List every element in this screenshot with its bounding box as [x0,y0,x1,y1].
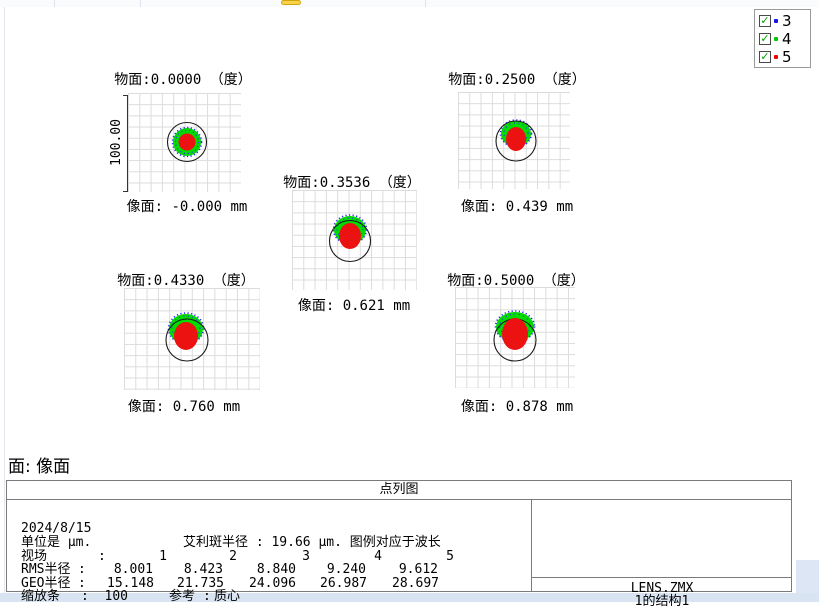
field1-spot-diagram [166,121,208,163]
field4-spot-grid [124,288,260,390]
toolbar-separator [425,0,426,7]
geo-value-1: 15.148 [107,576,154,591]
field3-image-height-label: 像面: 0.621 mm [297,298,411,314]
field-number-5: 5 [446,549,454,564]
wavelength-3-color-dot [774,19,778,23]
wavelength-4-checkbox[interactable]: ✓ [759,32,771,45]
geo-row-label: GEO半径 [21,576,71,591]
toolbar-separator [54,0,55,7]
field-number-2: 2 [229,549,237,564]
window-corner-patch [796,560,819,593]
field5-blue-rays [494,310,536,343]
field3-spot-diagram [328,214,372,263]
reference-colon: : [203,589,211,604]
field4-airy-circle [165,318,209,362]
field3-red-spot [339,223,361,249]
wavelength-4-color-dot [774,37,778,41]
field5-image-height-label: 像面: 0.878 mm [460,399,574,415]
rms-value-4: 9.240 [326,562,366,577]
footer-vertical-divider [531,500,532,592]
footer-body: 2024/8/15 单位是 μm. 艾利斑半径 : 19.66 μm. 图例对应… [7,500,791,608]
field3-airy-circle [328,219,372,263]
field1-spot-grid [128,93,241,192]
field2-spot-diagram [495,119,537,162]
wavelength-5-label: 5 [782,48,792,66]
wavelength-legend: ✓ 3 ✓ 4 ✓ 5 [754,9,811,68]
field2-airy-circle [495,120,537,162]
surface-label: 面: 像面 [8,457,71,477]
field-row-label: 视场 [21,549,48,564]
wavelength-3-label: 3 [782,12,792,30]
window-bottom-border [0,593,819,602]
field-row-colon: : [98,549,106,564]
date-label: 2024/8/15 [21,521,92,536]
field-number-3: 3 [302,549,310,564]
wavelength-3-checkbox[interactable]: ✓ [759,14,771,27]
field1-image-height-label: 像面: -0.000 mm [126,199,248,215]
scale-bar-line [127,95,128,192]
rms-row-colon: : [78,562,86,577]
field1-blue-rays-inner [174,129,200,155]
field1-red-spot [178,133,196,151]
geo-row-colon: : [78,576,86,591]
field3-spot-grid [292,190,417,290]
reference-value: 质心 [214,589,241,604]
geo-value-5: 28.697 [392,576,439,591]
rms-row-label: RMS半径 [21,562,71,577]
field-number-4: 4 [374,549,382,564]
field3-object-angle-label: 物面:0.3536 （度） [283,175,421,191]
field4-blue-rays-inner [171,315,201,341]
rms-value-2: 8.423 [183,562,223,577]
field5-red-spot [502,318,528,350]
field2-object-angle-label: 物面:0.2500 （度） [448,72,586,88]
toolbar-separator [140,0,141,7]
field5-object-angle-label: 物面:0.5000 （度） [447,273,585,289]
scale-row-label: 缩放条 [21,589,61,604]
airy-radius-label: 艾利斑半径 : 19.66 μm. 图例对应于波长 [183,535,441,550]
field4-red-spot [174,322,198,350]
scale-bar-tick-top [123,95,128,96]
footer-title: 点列图 [7,481,791,500]
field2-spot-grid [458,92,570,189]
legend-row-wavelength-3: ✓ 3 [759,12,810,30]
scale-bar-tick-bottom [123,191,128,192]
footer-table: 点列图 2024/8/15 单位是 μm. 艾利斑半径 : 19.66 μm. … [6,480,792,608]
window-left-border [4,7,5,593]
field1-airy-circle [166,121,208,163]
units-label: 单位是 μm. [21,535,92,550]
field5-spot-diagram [493,310,537,362]
field2-blue-rays-inner [503,122,529,144]
field2-red-spot [506,127,526,151]
wavelength-5-checkbox[interactable]: ✓ [759,50,771,63]
scale-row-colon: : [81,589,89,604]
scale-row-value: 100 [104,589,128,604]
field4-spot-diagram [165,312,209,362]
toolbar-strip [0,0,819,7]
footer-horizontal-divider [532,577,791,578]
scale-bar-label: 100.00 [109,119,124,167]
legend-row-wavelength-4: ✓ 4 [759,30,810,48]
lens-file-name: LENS.ZMX [630,581,694,596]
field2-image-height-label: 像面: 0.439 mm [460,199,574,215]
geo-value-2: 21.735 [177,576,224,591]
wavelength-5-color-dot [774,55,778,59]
rms-value-3: 8.840 [256,562,296,577]
geo-value-4: 26.987 [320,576,367,591]
field5-spot-grid [455,287,575,388]
field1-blue-rays [171,126,203,158]
field1-object-angle-label: 物面:0.0000 （度） [114,72,252,88]
field4-image-height-label: 像面: 0.760 mm [127,399,241,415]
wavelength-4-label: 4 [782,30,792,48]
field4-object-angle-label: 物面:0.4330 （度） [117,273,255,289]
toolbar-highlight-button[interactable] [281,0,301,5]
field-number-1: 1 [159,549,167,564]
rms-value-5: 9.612 [398,562,438,577]
reference-label: 参考 [169,589,196,604]
legend-row-wavelength-5: ✓ 5 [759,48,810,66]
geo-value-3: 24.096 [249,576,296,591]
rms-value-1: 8.001 [113,562,153,577]
